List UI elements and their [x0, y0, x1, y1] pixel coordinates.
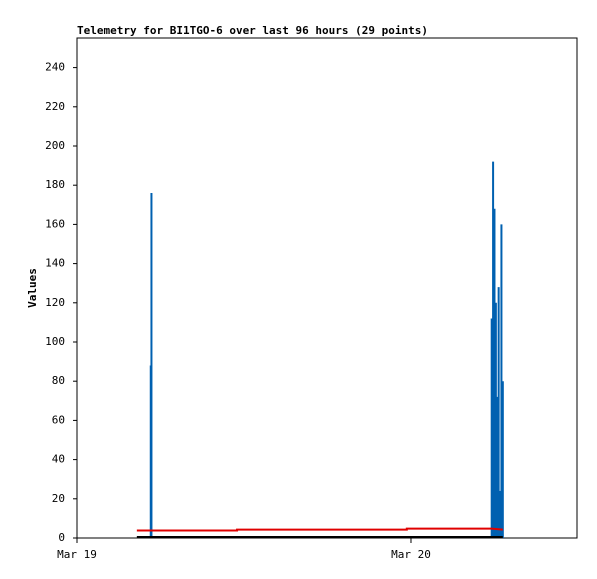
series-line — [136, 527, 503, 532]
y-tick-label: 240 — [45, 61, 65, 74]
y-tick-label: 120 — [45, 296, 65, 309]
y-tick-label: 140 — [45, 257, 65, 270]
y-tick-label: 200 — [45, 139, 65, 152]
y-tick-label: 40 — [52, 453, 65, 466]
y-tick-label: 80 — [52, 374, 65, 387]
y-tick-label: 100 — [45, 335, 65, 348]
y-tick-label: 20 — [52, 492, 65, 505]
y-tick-label: 220 — [45, 100, 65, 113]
y-tick-label: 180 — [45, 178, 65, 191]
x-tick-label: Mar 19 — [57, 548, 97, 561]
y-tick-label: 0 — [58, 531, 65, 544]
y-axis-label: Values — [26, 268, 39, 308]
y-tick-label: 60 — [52, 413, 65, 426]
chart-title: Telemetry for BI1TGO-6 over last 96 hour… — [77, 24, 428, 37]
y-tick-label: 160 — [45, 217, 65, 230]
x-tick-label: Mar 20 — [391, 548, 431, 561]
